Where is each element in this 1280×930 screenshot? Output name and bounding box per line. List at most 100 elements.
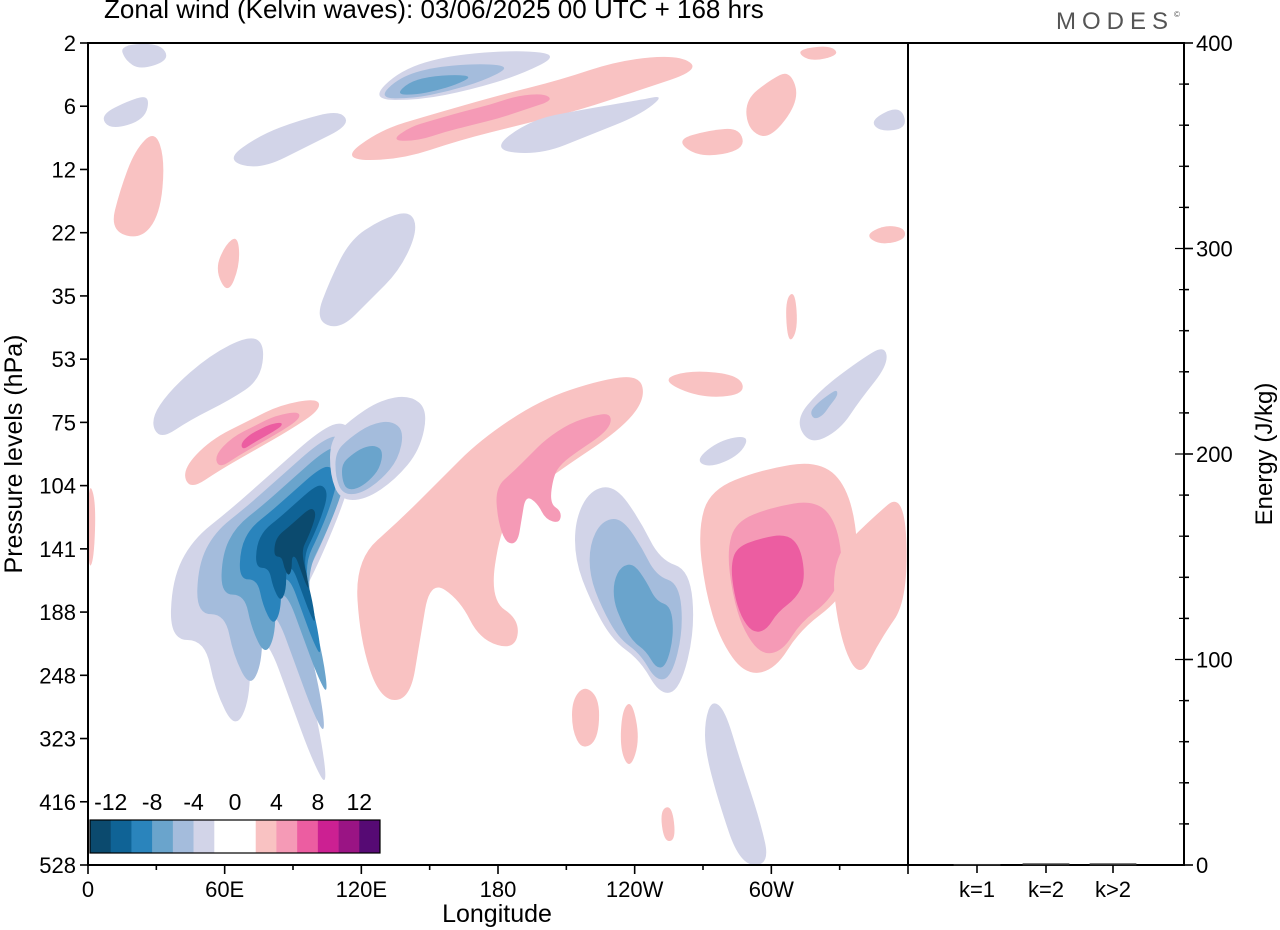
pos-lower-east-2 — [731, 535, 804, 632]
y-tick-label: 22 — [52, 221, 76, 246]
neg-edge-6 — [873, 109, 905, 131]
colorbar-swatch — [131, 820, 153, 853]
energy-category-label: k>2 — [1095, 877, 1131, 902]
brand-logo: MODES© — [1056, 8, 1180, 36]
colorbar-swatch — [297, 820, 319, 853]
contour-field — [88, 43, 907, 865]
pos-small-east — [668, 371, 743, 397]
neg-strato-west — [233, 113, 346, 167]
x-axis: 0 60E 120E 180 120W 60W — [82, 865, 909, 902]
y-tick-label: 75 — [52, 410, 76, 435]
colorbar-swatch — [172, 820, 194, 853]
colorbar-swatch — [110, 820, 132, 853]
x-tick-label: 120E — [336, 877, 387, 902]
pos-strato-right — [682, 128, 743, 156]
chart-title: Zonal wind (Kelvin waves): 03/06/2025 00… — [104, 0, 764, 24]
pos-strato-left — [113, 136, 164, 237]
colorbar-label: -8 — [142, 789, 162, 815]
pos-edge-141 — [88, 488, 96, 566]
y-tick-label: 104 — [39, 474, 76, 499]
pos-small-300 — [620, 704, 638, 764]
y-tick-label: 2 — [64, 31, 76, 56]
neg-mid-east-0 — [799, 349, 887, 441]
neg-mid-north — [319, 213, 416, 327]
neg-lower-east-2 — [613, 564, 673, 668]
y-tick-label: 12 — [52, 157, 76, 182]
x-axis-label: Longitude — [442, 900, 552, 928]
y-tick-label: 528 — [39, 853, 76, 878]
x-tick-label: 120W — [606, 877, 664, 902]
neg-strato-top-2 — [400, 75, 469, 95]
neg-top-left — [122, 43, 167, 68]
pos-small-450 — [661, 807, 675, 842]
energy-axis-label: Energy (J/kg) — [1251, 383, 1278, 526]
energy-panel-frame — [907, 42, 1185, 866]
energy-category-label: k=2 — [1028, 877, 1064, 902]
neg-mid-east-1 — [811, 390, 838, 419]
y-tick-label: 416 — [39, 790, 76, 815]
energy-tick-label: 100 — [1196, 648, 1233, 673]
pos-small-248 — [572, 688, 600, 747]
energy-tick-label: 0 — [1196, 853, 1208, 878]
pos-edge-22 — [869, 226, 905, 244]
neg-small-east — [699, 437, 747, 466]
y-tick-label: 53 — [52, 347, 76, 372]
brand-text: MODES — [1056, 8, 1175, 35]
colorbar-label: -4 — [183, 789, 204, 815]
y-tick-label: 188 — [39, 600, 76, 625]
colorbar-swatch — [193, 820, 215, 853]
energy-category-label: k=1 — [959, 877, 995, 902]
neg-strato-left — [103, 97, 148, 127]
neg-lower-west-2 — [341, 445, 382, 490]
neg-plume-lower — [705, 703, 767, 865]
y-tick-label: 323 — [39, 727, 76, 752]
energy-x-axis: k=1 k=2 k>2 — [959, 865, 1131, 902]
pos-strato-r2 — [746, 73, 797, 136]
y-tick-label: 35 — [52, 284, 76, 309]
pos-strato-top-1 — [396, 94, 550, 141]
x-tick-label: 60W — [749, 877, 794, 902]
pos-mid-upper-2 — [241, 422, 282, 449]
colorbar-label: 4 — [270, 789, 283, 815]
y-axis: 2 6 12 22 35 53 75 104 141 188 248 323 416 528 — [39, 31, 88, 878]
pos-band-upper-0 — [357, 377, 643, 700]
y-tick-label: 6 — [64, 94, 76, 119]
x-tick-label: 0 — [82, 877, 94, 902]
neg-strato-band — [501, 97, 659, 153]
neg-core-lower-5 — [274, 509, 316, 588]
pos-lower-edge — [834, 501, 907, 670]
pos-band-upper-1 — [496, 414, 611, 544]
pos-small-35 — [786, 294, 797, 340]
colorbar-swatch — [338, 820, 360, 853]
brand-mark: © — [1174, 10, 1180, 19]
energy-panel: 0 100 200 300 400 k=1 k=2 k>2 Energy (J/kg) — [907, 31, 1278, 902]
y-axis-label: Pressure levels (hPa) — [0, 335, 28, 574]
y-tick-label: 141 — [39, 537, 76, 562]
energy-tick-label: 400 — [1196, 31, 1233, 56]
x-tick-label: 180 — [480, 877, 517, 902]
energy-tick-label: 200 — [1196, 442, 1233, 467]
main-panel: -12 -8 -4 0 4 8 12 2 6 12 22 35 53 75 104 141 188 248 323… — [0, 31, 909, 928]
colorbar-label: 8 — [311, 789, 324, 815]
energy-bar — [1022, 863, 1070, 866]
x-tick-label: 60E — [205, 877, 244, 902]
colorbar-swatch — [359, 820, 381, 853]
pos-small-22 — [217, 238, 240, 289]
colorbar-label: -12 — [94, 789, 127, 815]
colorbar-swatch — [276, 820, 298, 853]
colorbar-swatch — [255, 820, 277, 853]
colorbar-swatch — [90, 820, 112, 853]
colorbar-frame — [89, 819, 381, 854]
y-tick-label: 248 — [39, 663, 76, 688]
colorbar-label: 12 — [346, 789, 372, 815]
colorbar-label: 0 — [229, 789, 242, 815]
colorbar: -12 -8 -4 0 4 8 12 — [88, 784, 384, 859]
neg-mid-west — [153, 338, 264, 435]
energy-bars — [953, 863, 1137, 866]
pos-top-right — [800, 46, 837, 60]
colorbar-swatch — [152, 820, 174, 853]
energy-tick-label: 300 — [1196, 237, 1233, 262]
colorbar-swatch — [214, 820, 236, 853]
